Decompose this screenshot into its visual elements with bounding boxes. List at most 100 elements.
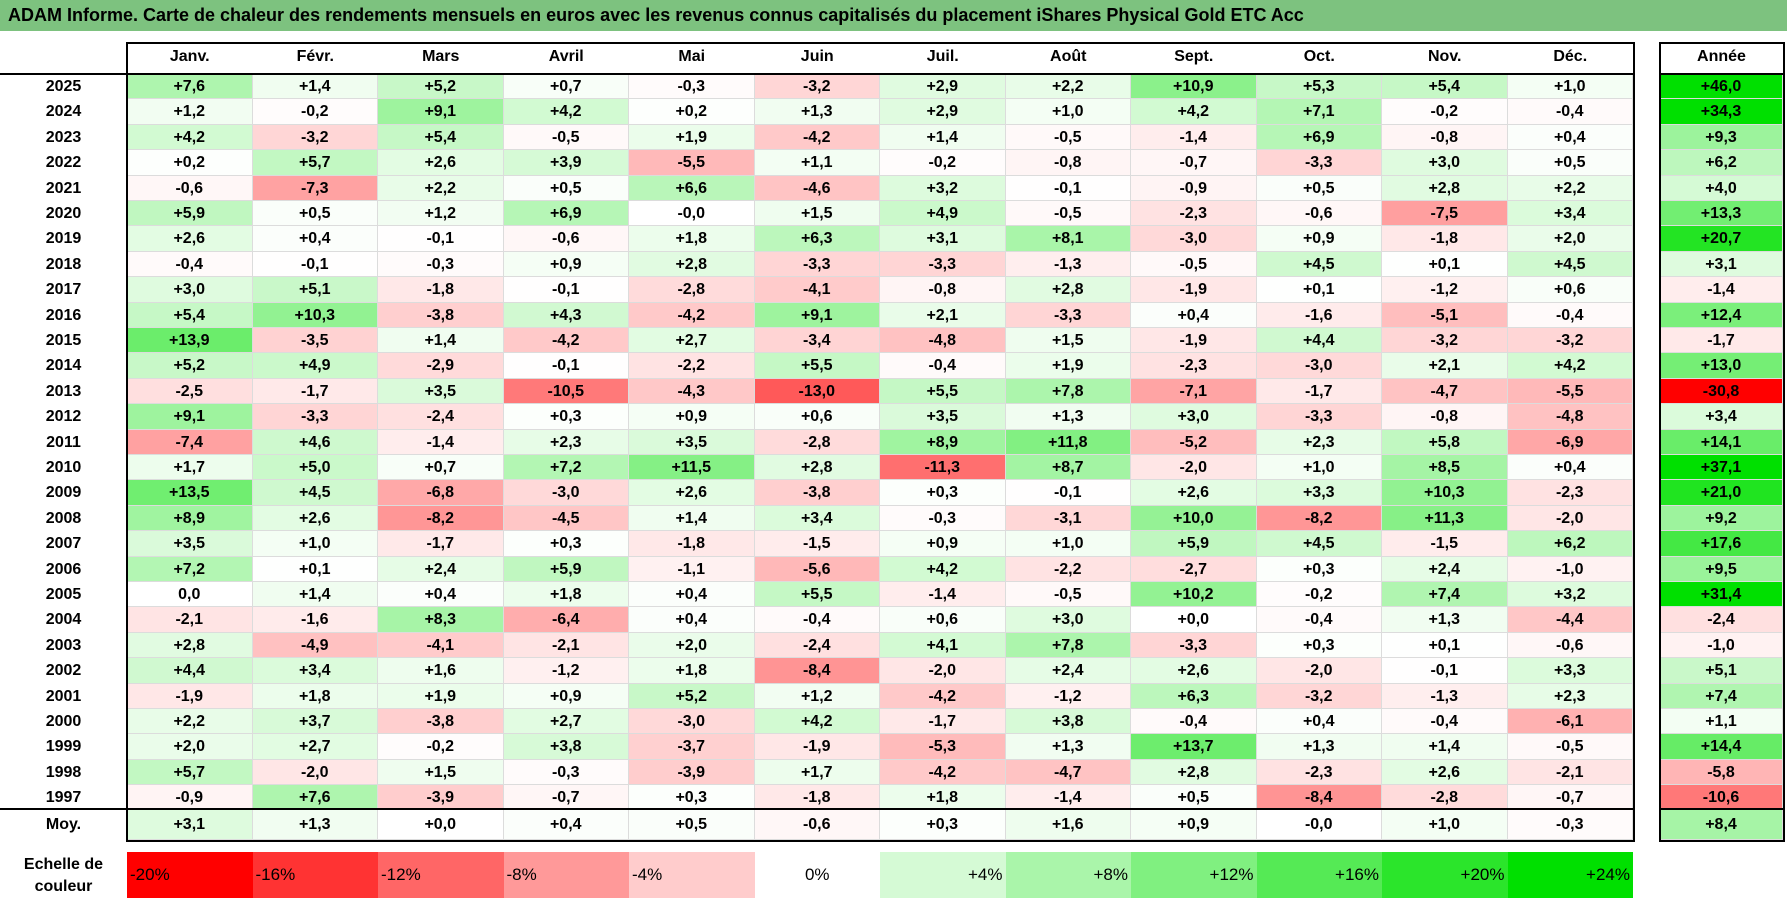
- heatmap-cell: +7,2: [127, 556, 253, 582]
- heatmap-cell: +2,7: [252, 734, 378, 760]
- heatmap-cell: +2,8: [1005, 277, 1131, 303]
- heatmap-cell: -3,0: [1131, 226, 1257, 252]
- heatmap-cell: +0,1: [252, 556, 378, 582]
- heatmap-cell: +3,5: [880, 404, 1006, 430]
- heatmap-cell: -4,5: [503, 505, 629, 532]
- heatmap-cell: +4,2: [127, 124, 253, 151]
- heatmap-cell: -3,0: [629, 709, 755, 735]
- heatmap-cell: +2,6: [252, 505, 378, 532]
- heatmap-cell: +4,5: [1507, 251, 1633, 278]
- heatmap-cell: -4,1: [754, 277, 880, 303]
- color-scale-swatch: +8%: [1005, 852, 1131, 898]
- heatmap-cell: +1,5: [1005, 328, 1131, 354]
- heatmap-cell: -1,8: [754, 785, 880, 811]
- heatmap-cell: +1,2: [127, 99, 253, 125]
- heatmap-cell: +2,0: [1507, 226, 1633, 252]
- heatmap-cell: +2,6: [629, 480, 755, 506]
- heatmap-cell: +2,2: [127, 709, 253, 735]
- annual-cell: +31,4: [1660, 582, 1783, 608]
- heatmap-cell: +3,5: [127, 531, 253, 557]
- heatmap-cell: +3,2: [880, 175, 1006, 201]
- heatmap-cell: -0,8: [1005, 150, 1131, 176]
- heatmap-cell: +4,2: [880, 556, 1006, 582]
- heatmap-cell: -0,2: [880, 150, 1006, 176]
- heatmap-cell: 0,0: [127, 582, 253, 608]
- heatmap-cell: +8,9: [880, 429, 1006, 455]
- heatmap-cell: -2,0: [880, 658, 1006, 684]
- row-year-label: 2000: [45, 713, 82, 730]
- heatmap-cell: +4,5: [252, 480, 378, 506]
- heatmap-cell: +1,5: [378, 759, 504, 786]
- color-scale-swatch: +4%: [880, 852, 1006, 898]
- heatmap-cell: +0,7: [378, 455, 504, 481]
- heatmap-cell: -0,3: [880, 505, 1006, 532]
- heatmap-cell: -0,2: [1256, 582, 1382, 608]
- column-header: Mai: [678, 48, 706, 65]
- average-cell: +0,0: [378, 810, 504, 840]
- column-header: Juin: [800, 48, 834, 65]
- heatmap-cell: +2,3: [1256, 429, 1382, 455]
- annual-cell: +7,4: [1660, 683, 1783, 709]
- heatmap-cell: +0,5: [1507, 150, 1633, 176]
- annual-cell: +3,1: [1660, 251, 1783, 278]
- heatmap-cell: -0,2: [252, 99, 378, 125]
- heatmap-cell: -1,8: [378, 277, 504, 303]
- heatmap-cell: +1,0: [1256, 455, 1382, 481]
- heatmap-cell: +3,3: [1507, 658, 1633, 684]
- heatmap-cell: +6,3: [754, 226, 880, 252]
- heatmap-cell: +5,0: [252, 455, 378, 481]
- heatmap-cell: +3,4: [252, 658, 378, 684]
- average-row-label: Moy.: [45, 816, 82, 833]
- heatmap-cell: -0,7: [1131, 150, 1257, 176]
- annual-cell: +12,4: [1660, 302, 1783, 328]
- heatmap-cell: +6,6: [629, 175, 755, 201]
- heatmap-cell: +13,7: [1131, 734, 1257, 760]
- heatmap-cell: +3,3: [1256, 480, 1382, 506]
- heatmap-cell: +9,1: [127, 404, 253, 430]
- heatmap-cell: +0,3: [503, 531, 629, 557]
- heatmap-cell: -1,4: [1131, 124, 1257, 151]
- average-cell: +1,6: [1005, 810, 1131, 840]
- heatmap-cell: +2,8: [754, 455, 880, 481]
- annual-cell: +5,1: [1660, 658, 1783, 684]
- heatmap-cell: +10,0: [1131, 505, 1257, 532]
- heatmap-cell: +0,1: [1382, 251, 1508, 278]
- heatmap-cell: +0,9: [503, 683, 629, 709]
- chart-title: ADAM Informe. Carte de chaleur des rende…: [0, 0, 1787, 31]
- heatmap-cell: -3,2: [252, 124, 378, 151]
- heatmap-cell: -1,5: [754, 531, 880, 557]
- heatmap-cell: -1,3: [1382, 683, 1508, 709]
- heatmap-cell: -3,8: [754, 480, 880, 506]
- average-cell: -0,6: [754, 810, 880, 840]
- heatmap-cell: -0,9: [127, 785, 253, 811]
- heatmap-cell: -1,9: [754, 734, 880, 760]
- column-header: Juil.: [926, 48, 959, 65]
- heatmap-cell: -0,4: [1507, 302, 1633, 328]
- row-year-label: 2001: [45, 687, 82, 705]
- heatmap-cell: -0,8: [1382, 404, 1508, 430]
- heatmap-cell: +4,4: [1256, 328, 1382, 354]
- heatmap-cell: -4,8: [1507, 404, 1633, 430]
- heatmap-cell: +1,3: [1382, 607, 1508, 633]
- heatmap-cell: -0,5: [1005, 582, 1131, 608]
- heatmap-cell: +0,3: [1256, 556, 1382, 582]
- heatmap-cell: +1,8: [629, 658, 755, 684]
- annual-cell: +14,1: [1660, 429, 1783, 455]
- heatmap-cell: -1,8: [1382, 226, 1508, 252]
- heatmap-cell: -0,3: [629, 74, 755, 100]
- heatmap-cell: -0,1: [1005, 175, 1131, 201]
- heatmap-cell: +4,2: [1131, 99, 1257, 125]
- heatmap-cell: +10,9: [1131, 74, 1257, 100]
- heatmap-cell: +3,7: [252, 709, 378, 735]
- heatmap-cell: +5,9: [503, 556, 629, 582]
- heatmap-cell: +1,0: [1005, 531, 1131, 557]
- heatmap-cell: +1,7: [754, 759, 880, 786]
- heatmap-cell: -2,3: [1131, 353, 1257, 379]
- average-cell: +3,1: [127, 810, 253, 840]
- row-year-label: 2023: [45, 128, 82, 146]
- heatmap-cell: -0,7: [1507, 785, 1633, 811]
- heatmap-cell: +1,9: [1005, 353, 1131, 379]
- heatmap-cell: -8,4: [1256, 785, 1382, 811]
- annual-average-cell: +8,4: [1660, 810, 1783, 840]
- heatmap-cell: +5,2: [127, 353, 253, 379]
